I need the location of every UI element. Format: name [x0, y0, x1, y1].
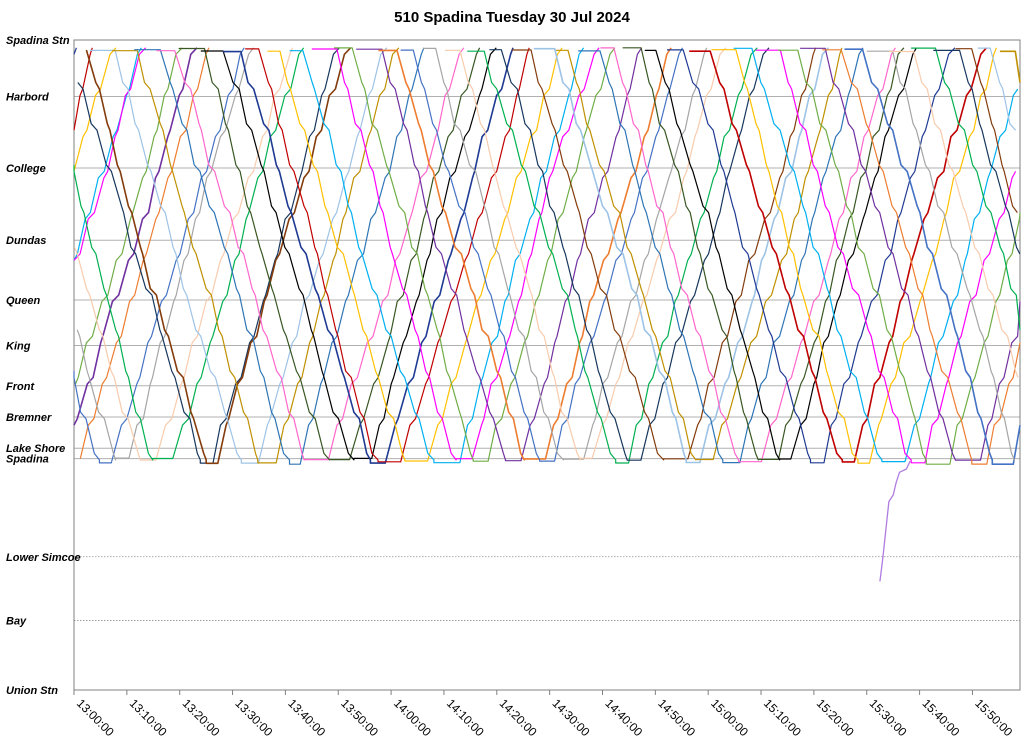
x-axis-labels: 13:00:00 13:10:00 13:20:00 13:30:00 13:40:00…	[74, 696, 1016, 739]
trip-trace	[489, 47, 770, 461]
trip-trace	[911, 47, 1021, 330]
trip-trace	[356, 47, 643, 462]
x-tick-label: 14:00:00	[391, 696, 434, 739]
trip-trace	[156, 47, 465, 461]
stop-label: Dundas	[6, 235, 46, 247]
trip-trace	[866, 50, 1015, 461]
short-trip-trace	[879, 460, 911, 582]
trip-trace	[600, 47, 896, 463]
trip-trace	[134, 47, 425, 465]
trip-trace	[73, 47, 77, 55]
stop-label: Bremner	[6, 412, 52, 424]
trip-trace	[289, 47, 585, 464]
grid	[74, 96, 1020, 621]
traces	[73, 47, 1021, 582]
trip-trace	[245, 47, 530, 463]
trip-trace	[223, 47, 514, 464]
stop-label: Lower Simcoe	[6, 552, 81, 564]
trip-trace	[467, 47, 758, 464]
x-tick-label: 14:40:00	[602, 696, 645, 739]
trip-trace	[888, 50, 1019, 378]
trip-trace	[73, 47, 198, 426]
trip-trace	[112, 47, 400, 464]
trip-trace	[844, 48, 1021, 465]
x-tick-label: 15:50:00	[972, 696, 1015, 739]
trip-trace	[73, 47, 305, 461]
stop-label: Lake Shore	[6, 443, 65, 455]
trip-trace	[311, 47, 600, 461]
trip-trace	[822, 49, 1021, 465]
trip-trace	[79, 47, 210, 459]
stop-label: Queen	[6, 295, 41, 307]
trip-trace	[378, 47, 672, 461]
trip-trace	[400, 47, 684, 462]
stop-label: Union Stn	[6, 685, 58, 697]
x-tick-label: 13:20:00	[180, 696, 223, 739]
x-tick-label: 13:40:00	[285, 696, 328, 739]
trip-trace	[267, 47, 563, 462]
x-tick-label: 14:50:00	[655, 696, 698, 739]
trip-trace	[422, 47, 708, 461]
trip-trace	[933, 49, 1021, 255]
x-tick-label: 13:00:00	[74, 696, 117, 739]
trip-trace	[76, 47, 254, 461]
x-tick-label: 14:10:00	[444, 696, 487, 739]
x-tick-label: 14:20:00	[497, 696, 540, 739]
trip-trace	[445, 47, 727, 461]
trip-trace	[955, 48, 1018, 213]
trip-trace	[511, 47, 817, 461]
trip-trace	[200, 47, 497, 461]
trip-trace	[689, 47, 988, 463]
trip-trace	[578, 47, 864, 464]
stop-label: Spadina	[6, 454, 49, 466]
x-tick-label: 15:00:00	[708, 696, 751, 739]
chart-title: 510 Spadina Tuesday 30 Jul 2024	[394, 9, 630, 26]
trip-trace	[711, 47, 997, 464]
trip-trace	[667, 47, 956, 464]
trip-trace	[77, 47, 340, 464]
trip-trace	[73, 47, 245, 464]
x-tick-label: 13:50:00	[338, 696, 381, 739]
trip-trace	[977, 47, 1017, 131]
trip-trace	[556, 47, 843, 461]
stop-label: Bay	[6, 615, 27, 627]
trip-trace	[778, 49, 1021, 465]
trip-trace	[622, 47, 905, 461]
trip-trace	[73, 47, 142, 261]
trip-trace	[74, 47, 183, 385]
trip-trace	[178, 47, 481, 461]
trip-trace	[999, 50, 1021, 83]
x-tick-label: 15:40:00	[919, 696, 962, 739]
trip-trace	[73, 47, 117, 172]
x-tick-label: 13:10:00	[127, 696, 170, 739]
x-tick-label: 14:30:00	[550, 696, 593, 739]
x-tick-label: 13:30:00	[232, 696, 275, 739]
stop-label: Spadina Stn	[6, 35, 70, 47]
x-tick-label: 15:30:00	[867, 696, 910, 739]
x-tick-label: 15:10:00	[761, 696, 804, 739]
trip-trace	[755, 49, 1017, 464]
stop-label: College	[6, 163, 46, 175]
y-axis-labels: Spadina Stn Harbord College Dundas Queen King…	[6, 35, 81, 697]
trip-trace	[85, 47, 352, 465]
plot-area	[73, 39, 1021, 695]
stop-label: King	[6, 341, 31, 353]
stop-label: Front	[6, 381, 35, 393]
x-tick-label: 15:20:00	[814, 696, 857, 739]
trip-trace	[533, 47, 829, 464]
trip-trace	[733, 47, 1019, 463]
trip-trace	[800, 47, 1021, 461]
trip-trace	[644, 47, 917, 461]
stop-label: Harbord	[6, 92, 49, 104]
